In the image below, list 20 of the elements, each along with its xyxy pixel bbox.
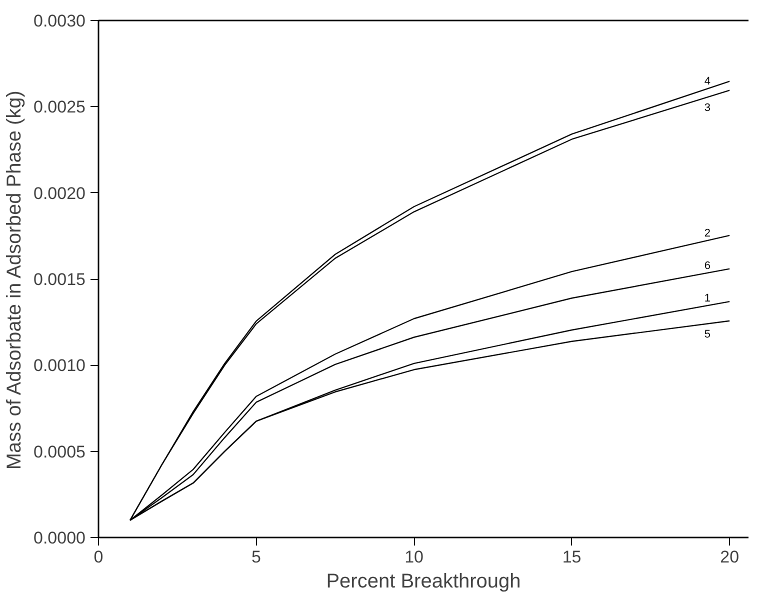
x-axis-title: Percent Breakthrough bbox=[326, 570, 521, 592]
x-tick-label: 10 bbox=[404, 548, 424, 566]
x-tick-label: 0 bbox=[94, 548, 104, 566]
y-tick-label: 0.0025 bbox=[34, 98, 86, 117]
y-tick-label: 0.0000 bbox=[34, 528, 86, 548]
x-tick-label: 5 bbox=[252, 548, 262, 566]
series-label: 4 bbox=[704, 76, 711, 88]
series-label: 1 bbox=[704, 292, 711, 305]
series-label: 2 bbox=[704, 227, 711, 240]
y-axis-title: Mass of Adsorbate in Adsorbed Phase (kg) bbox=[4, 90, 26, 470]
y-tick-label: 0.0030 bbox=[34, 12, 86, 30]
y-tick-label: 0.0020 bbox=[34, 184, 86, 203]
series-label: 6 bbox=[704, 260, 711, 272]
x-tick-label: 15 bbox=[562, 548, 582, 566]
y-tick-label: 0.0010 bbox=[34, 356, 86, 376]
y-tick-label: 0.0005 bbox=[34, 442, 86, 462]
x-tick-label: 20 bbox=[720, 548, 740, 566]
series-label: 5 bbox=[704, 328, 711, 341]
series-label: 3 bbox=[704, 102, 711, 114]
y-tick-label: 0.0015 bbox=[34, 270, 86, 289]
